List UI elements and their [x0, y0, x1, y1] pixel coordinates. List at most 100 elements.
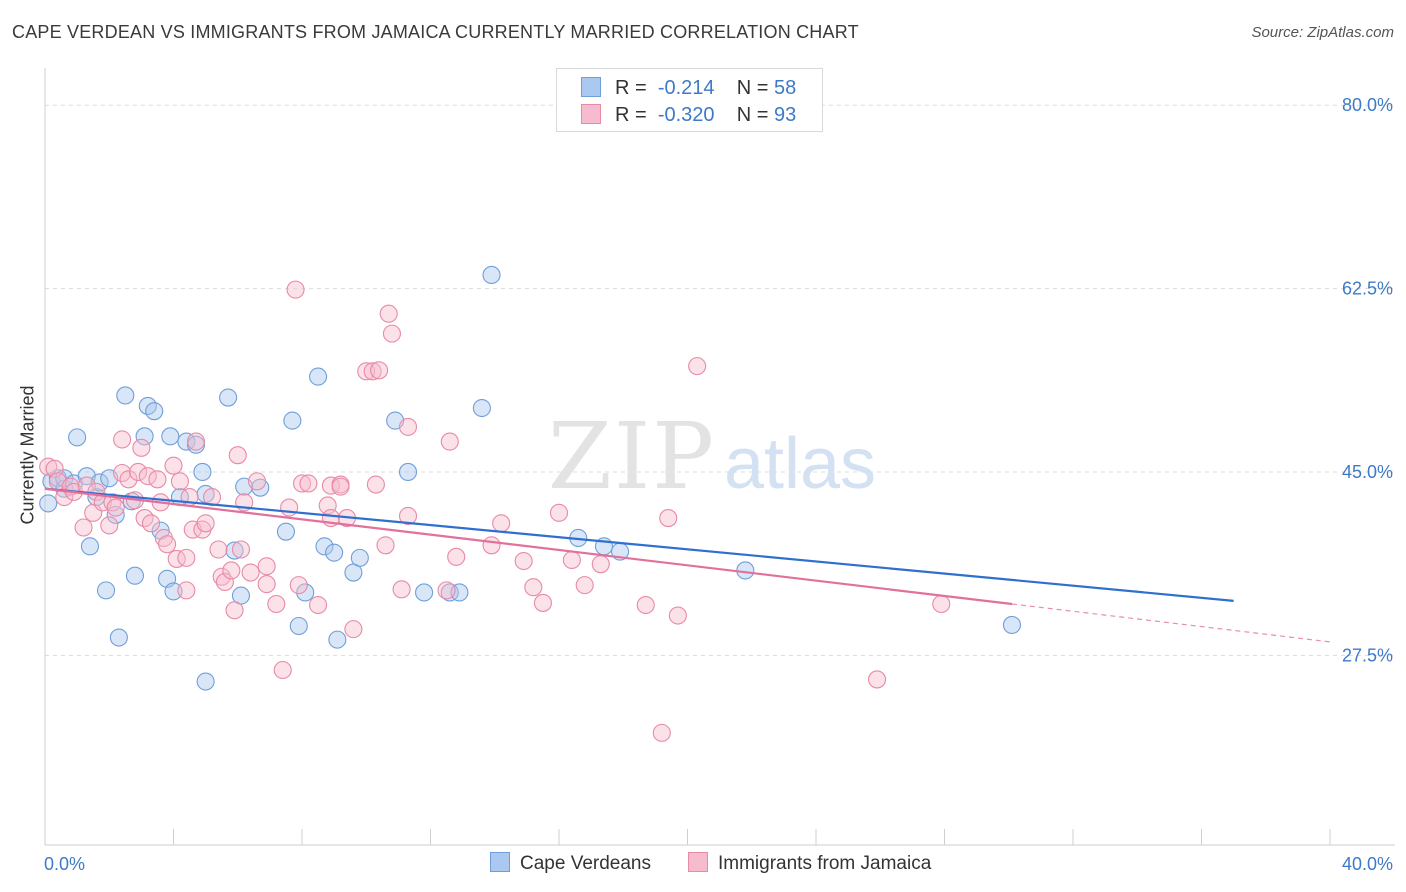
trend-line-jamaica [44, 487, 1013, 606]
source-label: Source: ZipAtlas.com [1251, 24, 1394, 41]
y-axis-label: Currently Married [17, 385, 38, 525]
data-point [177, 581, 196, 600]
data-point [392, 580, 411, 599]
data-point [161, 427, 180, 446]
x-tick-label: 0.0% [44, 854, 85, 874]
data-point [932, 594, 951, 614]
data-point [80, 537, 100, 556]
data-point [379, 304, 398, 323]
data-point [241, 563, 260, 582]
data-point [222, 561, 241, 580]
x-tick-label: 40.0% [1342, 854, 1393, 874]
legend-r-value: -0.214 [657, 77, 715, 99]
data-point [164, 456, 183, 475]
data-point [39, 494, 58, 513]
data-point [575, 576, 594, 595]
data-point [74, 518, 93, 537]
data-point [514, 551, 533, 571]
data-point [363, 362, 382, 381]
data-point [328, 630, 347, 649]
chart-title: CAPE VERDEAN VS IMMIGRANTS FROM JAMAICA … [12, 22, 859, 42]
data-point [344, 620, 363, 639]
legend-swatch-blue [490, 852, 510, 872]
tick-labels: 27.5% 45.0% 62.5% 80.0% 0.0% 40.0% [44, 95, 1393, 874]
data-point [257, 557, 276, 576]
data-point [219, 388, 238, 407]
data-point [125, 566, 144, 585]
data-point [129, 462, 148, 482]
data-point [309, 595, 328, 615]
data-point [357, 362, 376, 381]
data-point [39, 457, 58, 476]
data-point [1002, 615, 1022, 634]
bottom-legend-cape-verdeans[interactable]: Cape Verdeans [490, 852, 651, 875]
data-point [138, 467, 157, 486]
data-point [113, 430, 132, 449]
legend-swatch-blue [581, 77, 601, 97]
data-point [366, 475, 385, 494]
legend-series-label: Immigrants from Jamaica [718, 853, 932, 874]
data-point [247, 472, 267, 491]
data-point [370, 361, 389, 380]
legend-row-cape-verdeans: R = -0.214 N = 58 [581, 77, 796, 101]
legend-n-value: 58 [774, 77, 797, 99]
correlation-legend: R = -0.214 N = 58 R = -0.320 N = 93 [556, 68, 823, 132]
data-point [215, 572, 234, 592]
data-point [228, 446, 247, 465]
data-point [186, 432, 206, 451]
legend-swatch-pink [688, 852, 708, 872]
data-point [193, 462, 212, 482]
data-point [276, 522, 295, 541]
data-point [867, 670, 887, 689]
data-point [296, 583, 315, 602]
trend-line-cape-verdeans [44, 487, 1234, 602]
data-point [415, 583, 434, 602]
data-point [135, 427, 154, 446]
data-point [196, 672, 215, 691]
data-point [398, 462, 418, 482]
data-point [562, 550, 581, 570]
data-point [158, 535, 177, 554]
data-point [132, 438, 151, 457]
data-point [325, 543, 344, 562]
data-point [331, 477, 350, 496]
data-point [292, 474, 312, 493]
data-point [350, 548, 369, 567]
data-point [212, 567, 231, 586]
data-point [321, 476, 340, 495]
bottom-legend-jamaica[interactable]: Immigrants from Jamaica [688, 852, 931, 875]
data-point [100, 516, 119, 535]
data-point [225, 601, 244, 620]
data-point [283, 411, 302, 430]
data-point [280, 498, 299, 517]
data-point [267, 594, 286, 614]
data-point [148, 470, 167, 489]
legend-r-label: R = [615, 104, 647, 126]
data-point [299, 474, 318, 493]
data-point [109, 628, 128, 647]
data-point [141, 514, 161, 533]
data-point [659, 509, 678, 528]
data-point [376, 536, 395, 555]
data-point [55, 488, 74, 507]
data-point [177, 548, 196, 567]
data-point [447, 547, 466, 566]
data-point [382, 324, 402, 343]
y-tick-label: 45.0% [1342, 462, 1393, 482]
data-point [177, 432, 196, 451]
data-point [440, 432, 459, 451]
watermark-atlas: atlas [724, 424, 876, 504]
data-point [119, 470, 138, 489]
legend-swatch-pink [581, 104, 601, 124]
data-point [96, 581, 116, 600]
data-point [273, 660, 292, 680]
data-point [286, 280, 305, 299]
data-point [231, 540, 251, 559]
data-point [636, 595, 655, 615]
y-tick-label: 62.5% [1342, 279, 1393, 299]
data-point [196, 514, 215, 533]
data-point [482, 265, 501, 285]
legend-n-label: N = [736, 104, 769, 126]
legend-n-label: N = [736, 77, 769, 99]
y-tick-label: 80.0% [1342, 95, 1393, 115]
